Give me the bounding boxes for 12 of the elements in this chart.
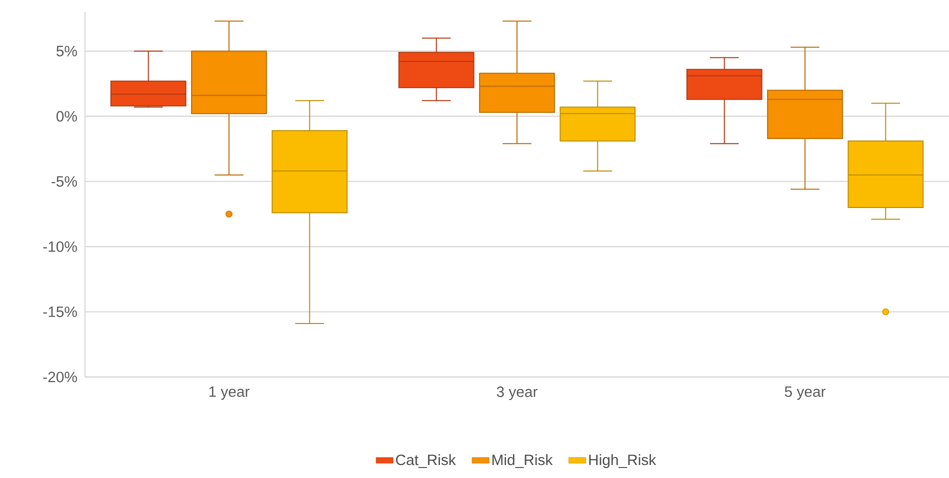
legend-label: Cat_Risk: [396, 454, 456, 468]
legend-label: High_Risk: [589, 454, 656, 468]
y-tick-label: 0%: [56, 110, 77, 122]
y-tick-label: -5%: [52, 176, 77, 187]
y-tick-label: -15%: [43, 306, 77, 318]
y-tick-label: 5%: [56, 46, 77, 56]
y-tick-label: -20%: [43, 372, 77, 382]
y-tick-label: -10%: [43, 241, 77, 252]
legend-label: Mid_Risk: [492, 454, 553, 468]
x-tick-label: 1 year: [209, 386, 250, 400]
x-tick-label: 3 year: [496, 386, 538, 400]
x-tick-label: 5 year: [784, 386, 826, 400]
